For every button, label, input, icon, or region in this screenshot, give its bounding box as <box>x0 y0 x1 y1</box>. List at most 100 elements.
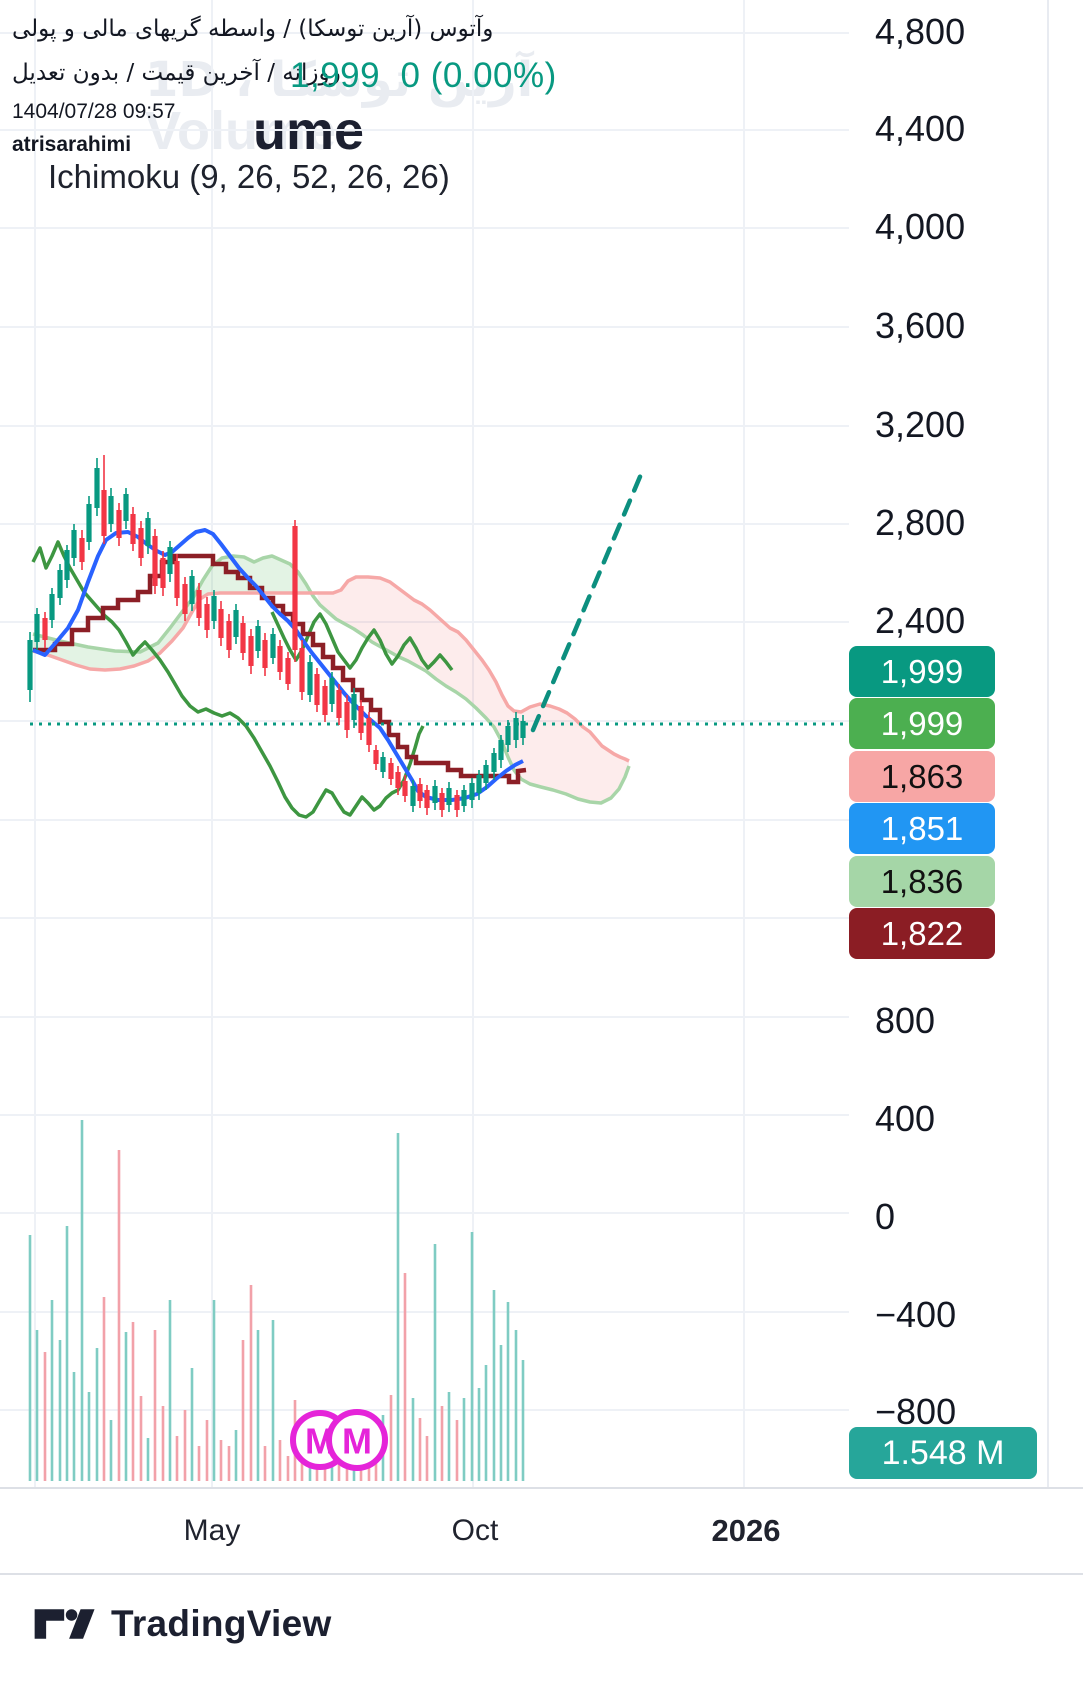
last-price-and-change: 1,999 0 (0.00%) <box>290 56 557 96</box>
candle-body <box>322 686 328 715</box>
price-axis-label[interactable]: 4,000 <box>875 206 966 247</box>
chikou-span-line <box>31 540 425 819</box>
candle-body <box>226 621 232 650</box>
price-axis-label[interactable]: 2,800 <box>875 502 966 543</box>
volume-bar <box>65 1226 69 1481</box>
candle-body <box>174 561 180 598</box>
candle-body <box>424 790 430 808</box>
volume-bar <box>212 1300 216 1481</box>
volume-bar <box>241 1340 245 1481</box>
candle-body <box>79 538 85 562</box>
volume-bar <box>506 1302 510 1481</box>
volume-bar <box>168 1300 172 1481</box>
tradingview-footer[interactable]: TradingView <box>33 1600 332 1648</box>
candle-body <box>27 640 33 690</box>
candle-body <box>513 718 519 740</box>
price-axis-label[interactable]: 3,200 <box>875 404 966 445</box>
price-axis-label[interactable]: 4,400 <box>875 108 966 149</box>
volume-bar <box>263 1446 267 1481</box>
candle-body <box>262 640 268 668</box>
candle-body <box>94 468 100 508</box>
candle-body <box>520 721 526 738</box>
ichimoku-cloud-pink <box>317 577 629 803</box>
volume-bar <box>286 1456 290 1481</box>
volume-bar <box>175 1436 179 1481</box>
candle-body <box>71 530 77 558</box>
volume-bar <box>425 1436 429 1481</box>
candle-body <box>123 494 129 521</box>
volume-bar <box>146 1438 150 1481</box>
volume-bar <box>161 1406 165 1481</box>
volume-bar <box>462 1398 466 1481</box>
time-axis-label-may[interactable]: May <box>183 1514 241 1547</box>
volume-value-badge[interactable]: 1.548 M <box>849 1427 1037 1479</box>
candle-body <box>204 604 210 630</box>
price-label-badge[interactable]: 1,836 <box>849 856 995 907</box>
price-label-badge[interactable]: 1,999 <box>849 698 995 749</box>
volume-bar <box>249 1285 253 1481</box>
candle-body <box>218 609 224 638</box>
candle-body <box>101 490 107 536</box>
volume-bar <box>139 1396 143 1481</box>
price-axis-label[interactable]: 2,400 <box>875 600 966 641</box>
price-label-badge[interactable]: 1,863 <box>849 751 995 802</box>
candle-body <box>432 786 438 803</box>
volume-bar <box>256 1330 260 1481</box>
candle-body <box>410 786 416 806</box>
volume-bar <box>95 1348 99 1481</box>
price-axis-label[interactable]: −400 <box>875 1294 957 1335</box>
price-axis-label[interactable]: 4,800 <box>875 11 966 52</box>
candle-body <box>240 623 246 653</box>
price-axis-label[interactable]: 400 <box>875 1098 936 1139</box>
price-label-badge[interactable]: 1,822 <box>849 908 995 959</box>
candle-body <box>380 757 386 772</box>
time-axis-label-oct[interactable]: Oct <box>451 1514 499 1547</box>
price-axis-label[interactable]: 0 <box>875 1196 896 1237</box>
candle-body <box>299 648 305 692</box>
volume-bar <box>477 1388 481 1481</box>
candle-body <box>86 504 92 542</box>
price-label-badge[interactable]: 1,999 <box>849 646 995 697</box>
price-label-badge[interactable]: 1,851 <box>849 803 995 854</box>
price-axis-label[interactable]: −800 <box>875 1391 957 1432</box>
volume-bar <box>35 1330 39 1481</box>
volume-bar <box>28 1235 32 1481</box>
candle-body <box>483 765 489 783</box>
volume-bar <box>227 1446 231 1481</box>
candle-body <box>402 781 408 796</box>
candle-body <box>417 784 423 801</box>
last-price-value: 1,999 <box>290 56 381 95</box>
candle-body <box>233 610 239 637</box>
price-axis-label[interactable]: 800 <box>875 1000 936 1041</box>
candle-body <box>49 594 55 620</box>
ichimoku-cloud-green <box>33 556 317 670</box>
volume-bar <box>183 1410 187 1481</box>
senkou-span-b-line <box>32 575 630 763</box>
volume-bar <box>521 1360 525 1481</box>
username-label: atrisarahimi <box>12 133 132 156</box>
time-axis[interactable]: May Oct 2026 <box>0 1487 1083 1575</box>
chart-params[interactable]: روزانه / آخرین قیمت / بدون تعدیل <box>12 60 341 86</box>
ichimoku-legend[interactable]: Ichimoku (9, 26, 52, 26, 26) <box>48 158 450 195</box>
candle-body <box>329 678 335 704</box>
volume-bar <box>411 1398 415 1481</box>
volume-bar <box>330 1455 334 1481</box>
candle-body <box>248 636 254 666</box>
volume-bar <box>58 1340 62 1481</box>
time-axis-label-2026[interactable]: 2026 <box>711 1513 781 1548</box>
volume-bar <box>447 1392 451 1481</box>
candle-body <box>505 726 511 745</box>
candle-body <box>366 718 372 745</box>
tradingview-brand-text: TradingView <box>111 1603 332 1644</box>
volume-bar <box>418 1418 422 1481</box>
candle-body <box>64 550 70 580</box>
symbol-title[interactable]: وآتوس (آرین توسکا) / واسطه گریهای مالی و… <box>12 16 494 42</box>
candle-body <box>307 662 313 695</box>
volume-bar <box>492 1290 496 1481</box>
volume-bar <box>80 1120 84 1481</box>
volume-bar <box>499 1345 503 1481</box>
volume-bar <box>484 1365 488 1481</box>
price-axis-label[interactable]: 3,600 <box>875 305 966 346</box>
